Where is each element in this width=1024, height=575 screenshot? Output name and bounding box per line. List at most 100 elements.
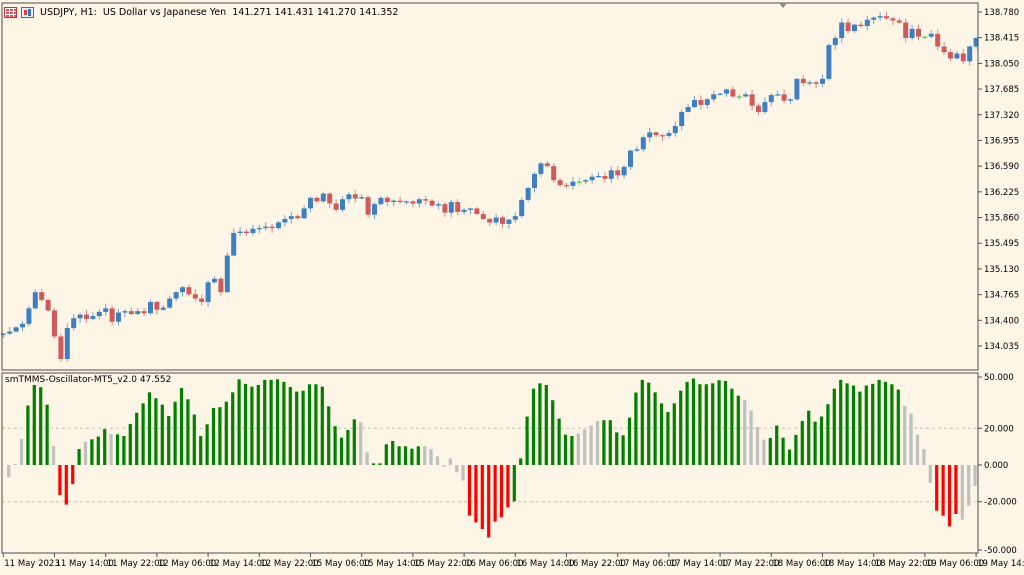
time-tick-label: 11 May 14:00 [56, 559, 114, 569]
candle [340, 196, 345, 213]
candle-body [500, 217, 505, 224]
price-tick-label: 135.860 [984, 214, 1019, 224]
candle [154, 300, 160, 315]
candle [922, 35, 928, 40]
candle-body [71, 318, 77, 329]
oscillator-bar [647, 382, 651, 465]
time-tick-label: 12 May 06:00 [158, 559, 216, 569]
candle [391, 199, 397, 207]
candle-body [845, 22, 851, 32]
oscillator-bar [531, 388, 536, 465]
candle [628, 149, 633, 171]
oscillator-pane-frame [1, 372, 979, 554]
candle-body [45, 299, 51, 311]
candle [301, 205, 307, 219]
candle [743, 91, 749, 98]
candle-body [909, 28, 915, 39]
oscillator-pane[interactable] [2, 378, 978, 538]
candle [845, 18, 851, 34]
candle [327, 192, 333, 209]
candle [525, 186, 531, 203]
candle [596, 172, 601, 178]
oscillator-bar [51, 446, 56, 465]
candle-body [320, 193, 326, 202]
candle-body [276, 222, 281, 229]
oscillator-bar [327, 406, 331, 465]
price-pane[interactable] [0, 12, 979, 362]
oscillator-bar [819, 416, 824, 465]
candle [711, 90, 717, 102]
oscillator-bar [845, 383, 849, 465]
oscillator-bar [256, 384, 260, 465]
oscillator-bar [250, 386, 254, 465]
candle [320, 191, 326, 203]
candle-body [244, 231, 249, 234]
candle-body [960, 53, 966, 62]
candle-body [372, 204, 377, 215]
candle [404, 200, 409, 205]
oscillator-bar [787, 449, 792, 465]
oscillator-bar [403, 446, 408, 465]
oscillator-bar [563, 434, 568, 465]
time-tick-label: 11 May 2023 [4, 559, 59, 569]
chart-shift-marker-icon[interactable] [779, 3, 787, 8]
candle-body [800, 78, 806, 84]
candle-body [608, 170, 614, 179]
oscillator-bar [467, 465, 472, 516]
candle-body [576, 181, 582, 183]
candle-body [832, 38, 838, 46]
candle-body [231, 233, 237, 256]
oscillator-bar [371, 463, 376, 465]
oscillator-bar [333, 426, 337, 465]
candle-body [634, 149, 640, 151]
candle-body [404, 201, 409, 203]
oscillator-bar [186, 399, 190, 465]
candle [538, 162, 544, 177]
oscillator-bar [205, 424, 209, 465]
candle [269, 224, 275, 234]
candle [314, 196, 320, 204]
candle-body [736, 96, 742, 98]
oscillator-bar [794, 434, 798, 465]
candle-body [653, 132, 659, 136]
candle [295, 214, 301, 220]
candle [455, 199, 461, 216]
candle [864, 15, 870, 31]
candle [352, 189, 358, 203]
candle [941, 41, 947, 55]
oscillator-bar [211, 407, 216, 465]
candle [781, 89, 787, 104]
candle [832, 35, 838, 50]
chart-template-icon[interactable] [21, 6, 34, 18]
candle-body [487, 218, 493, 223]
oscillator-bar [851, 385, 856, 465]
oscillator-bar [19, 438, 24, 465]
candle-body [154, 302, 160, 310]
candle-body [327, 193, 333, 204]
oscillator-bar [295, 391, 299, 465]
oscillator-tick-label: 50.000 [984, 373, 1014, 383]
candle [7, 326, 13, 336]
oscillator-bar [231, 392, 235, 465]
candle-body [512, 216, 518, 220]
oscillator-bar [154, 398, 158, 465]
candle-body [954, 53, 960, 59]
oscillator-bar [691, 378, 696, 465]
candle [679, 109, 685, 131]
oscillator-bar [525, 416, 529, 465]
candle-body [768, 95, 774, 103]
oscillator-bar [352, 419, 356, 465]
candle [807, 80, 813, 86]
oscillator-bar [435, 456, 440, 465]
candle [141, 307, 147, 317]
candle-body [896, 20, 902, 23]
oscillator-tick-label: 20.000 [984, 424, 1014, 434]
candle [212, 276, 217, 284]
candle-body [218, 278, 224, 293]
candle-body [852, 24, 857, 32]
oscillator-bar [39, 387, 43, 465]
candle-body [621, 166, 627, 176]
time-tick-label: 17 May 22:00 [721, 559, 779, 569]
symbol-grid-icon[interactable] [4, 6, 17, 18]
